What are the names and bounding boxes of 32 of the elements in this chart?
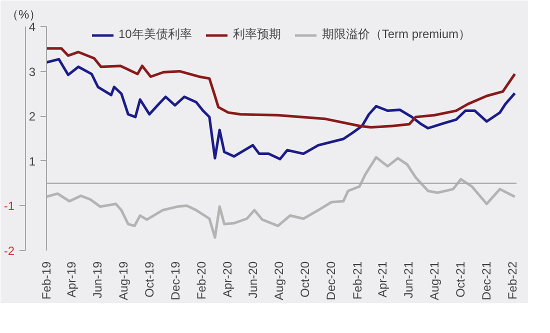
y-axis-title: （%） [6,8,42,22]
x-tick-label: Apr-21 [376,261,390,298]
x-tick-label: Jun-19 [90,261,105,298]
x-tick-label: Apr-19 [64,261,79,298]
x-tick-label: Jun-21 [401,261,416,298]
legend-label: 期限溢价（Term premium） [322,26,471,43]
x-tick-label: Oct-20 [298,261,312,298]
y-tick-label: 3 [28,64,36,79]
line-series [46,47,516,129]
y2-tick-label: -2 [4,244,15,258]
x-tick-label: Dec-19 [168,261,182,300]
x-tick-label: Oct-21 [453,261,468,298]
x-tick-label: Aug-19 [116,261,130,300]
y-tick-label: 2 [28,110,36,124]
x-tick-label: Aug-20 [272,261,286,300]
x-tick-label: Feb-20 [194,261,209,300]
y-tick-label: 4 [28,20,36,34]
legend-label: 10年美债利率 [118,26,192,43]
x-tick-label: Feb-19 [40,261,54,300]
x-tick-label: Aug-21 [427,261,442,300]
x-tick-label: Dec-20 [324,261,338,300]
x-tick-label: Apr-20 [220,261,234,298]
y-tick-label: 1 [28,154,36,168]
line-series [46,58,516,160]
x-tick-label: Oct-19 [142,261,156,298]
x-tick-label: Feb-22 [506,261,520,300]
x-tick-label: Feb-21 [350,261,364,300]
line-series [46,156,516,239]
legend-label: 利率预期 [232,26,281,43]
x-tick-label: Jun-20 [246,261,260,298]
y2-tick-label: -1 [4,199,15,214]
x-tick-label: Dec-21 [479,261,494,300]
